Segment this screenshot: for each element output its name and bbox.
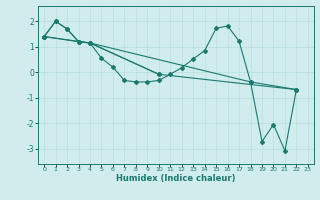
X-axis label: Humidex (Indice chaleur): Humidex (Indice chaleur) — [116, 174, 236, 183]
